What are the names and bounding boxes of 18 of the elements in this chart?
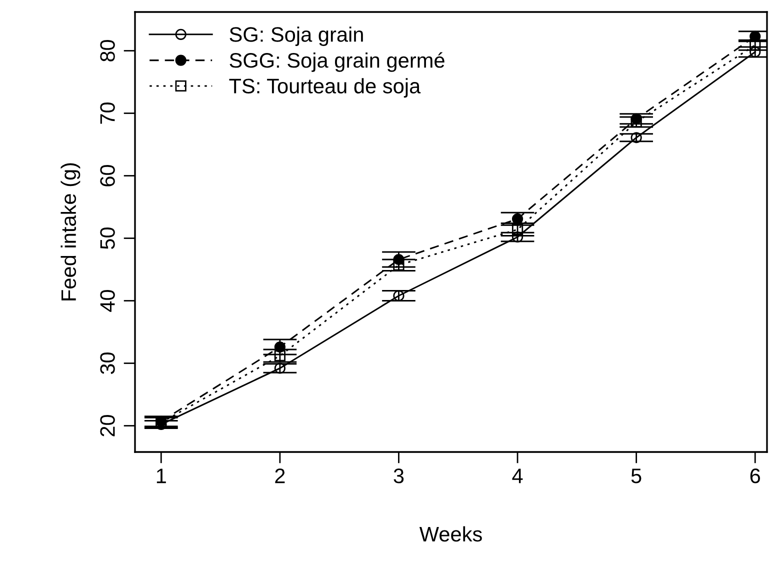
y-tick-label: 40 <box>100 290 115 312</box>
x-tick-label: 6 <box>750 468 760 484</box>
y-tick-label: 50 <box>100 227 115 249</box>
x-tick-label: 4 <box>512 468 523 484</box>
y-tick-label: 70 <box>100 102 115 124</box>
x-tick-label: 1 <box>156 468 166 484</box>
legend-label: SGG: Soja grain germé <box>230 52 444 72</box>
x-tick-label: 2 <box>275 468 285 484</box>
x-tick-label: 5 <box>631 468 642 484</box>
y-tick-label: 80 <box>100 40 115 62</box>
x-tick-label: 3 <box>394 468 404 484</box>
y-axis-title: Feed intake (g) <box>60 163 80 300</box>
legend-label: SG: Soja grain <box>230 26 363 46</box>
legend-label: TS: Tourteau de soja <box>229 78 421 98</box>
x-axis-title: Weeks <box>419 526 482 542</box>
y-tick-label: 20 <box>100 414 115 436</box>
y-tick-label: 30 <box>100 352 115 374</box>
y-tick-label: 60 <box>100 164 115 186</box>
